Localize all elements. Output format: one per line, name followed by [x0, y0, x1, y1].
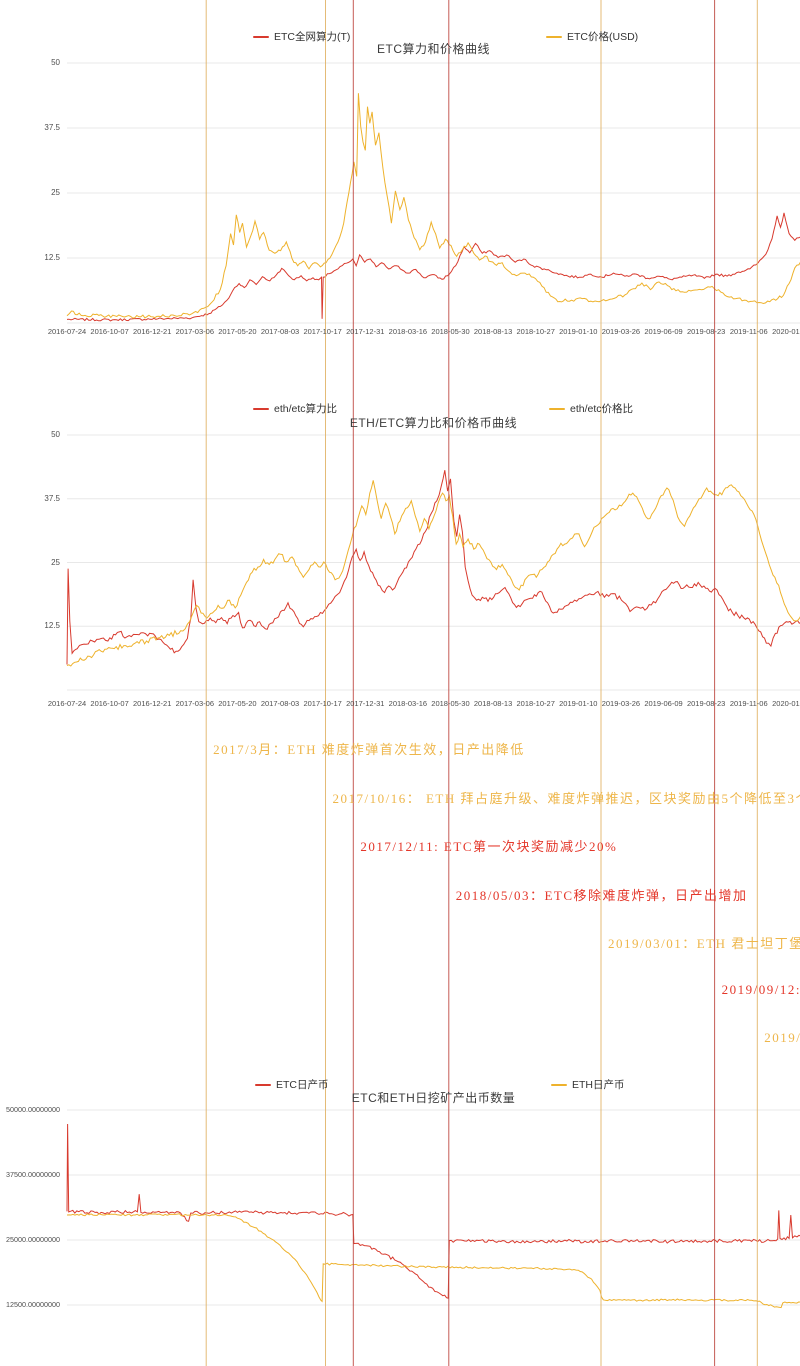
event-annotation: 2019/12 [764, 1030, 800, 1045]
x-axis-tick-label: 2019-06-09 [644, 327, 683, 336]
series-line-gold [66, 1213, 800, 1309]
legend-line-icon [253, 35, 269, 38]
x-axis-tick-label: 2019-11-06 [729, 327, 768, 336]
x-axis-tick-label: 2016-10-07 [90, 699, 129, 708]
x-axis-tick-label: 2020-01-20 [772, 327, 800, 336]
series-line-red [66, 1123, 800, 1299]
x-axis-tick-label: 2018-05-30 [431, 327, 470, 336]
legend-label: eth/etc价格比 [570, 403, 634, 415]
y-axis-tick-label: 25 [51, 188, 60, 197]
legend-label: ETC全网算力(T) [274, 31, 351, 43]
y-axis-tick-label: 25 [51, 557, 60, 567]
x-axis-tick-label: 2019-08-23 [686, 327, 726, 336]
x-axis-tick-label: 2017-10-17 [303, 327, 342, 336]
x-axis-tick-label: 2020-01-20 [772, 699, 800, 708]
x-axis-tick-label: 2017-03-06 [175, 699, 214, 708]
x-axis-tick-label: 2017-08-03 [260, 699, 300, 708]
event-annotation: 2019/03/01：ETH 君士坦丁堡升 [608, 936, 800, 951]
x-axis-tick-label: 2016-07-24 [47, 327, 87, 336]
chart1-legend-etc-price[interactable]: ETC价格(USD) [546, 29, 638, 44]
series-line-gold [66, 93, 800, 319]
x-axis-tick-label: 2018-10-27 [516, 327, 555, 336]
series-line-red [66, 212, 800, 322]
event-annotation: 2017/3月：ETH 难度炸弹首次生效，日产出降低 [213, 742, 525, 757]
y-axis-tick-label: 37.5 [44, 123, 60, 132]
x-axis-tick-label: 2016-12-21 [133, 327, 172, 336]
x-axis-tick-label: 2017-05-20 [218, 699, 257, 708]
x-axis-tick-label: 2017-12-31 [346, 327, 385, 336]
legend-line-icon [253, 407, 269, 410]
x-axis-tick-label: 2017-03-06 [175, 327, 214, 336]
y-axis-tick-label: 50000.00000000 [6, 1105, 60, 1114]
x-axis-tick-label: 2017-12-31 [346, 699, 385, 708]
chart3-title: ETC和ETH日挖矿产出币数量 [351, 1091, 516, 1105]
x-axis-tick-label: 2018-08-13 [473, 327, 513, 336]
x-axis-tick-label: 2018-05-30 [431, 699, 470, 708]
legend-label: eth/etc算力比 [274, 403, 338, 415]
x-axis-tick-label: 2016-10-07 [90, 327, 129, 336]
x-axis-tick-label: 2017-05-20 [218, 327, 257, 336]
x-axis-tick-label: 2018-10-27 [516, 699, 555, 708]
legend-label: ETC价格(USD) [567, 31, 639, 43]
x-axis-tick-label: 2019-08-23 [686, 699, 726, 708]
x-axis-tick-label: 2019-03-26 [601, 699, 641, 708]
x-axis-tick-label: 2018-08-13 [473, 699, 513, 708]
x-axis-tick-label: 2017-08-03 [260, 327, 300, 336]
y-axis-tick-label: 50 [51, 430, 60, 439]
series-line-gold [66, 480, 800, 667]
event-annotation: 2018/05/03：ETC移除难度炸弹，日产出增加 [455, 887, 748, 903]
legend-line-icon [549, 407, 565, 410]
x-axis-tick-label: 2016-12-21 [133, 699, 172, 708]
y-axis-tick-label: 37.5 [44, 493, 60, 503]
event-annotation: 2017/10/16： ETH 拜占庭升级、难度炸弹推迟，区块奖励由5个降低至3… [332, 790, 800, 806]
x-axis-tick-label: 2019-01-10 [559, 327, 598, 336]
chart2-title: ETH/ETC算力比和价格币曲线 [349, 416, 518, 430]
chart1-legend-etc-hashrate[interactable]: ETC全网算力(T) [253, 29, 350, 44]
legend-line-icon [551, 1083, 567, 1086]
legend-line-icon [546, 35, 562, 38]
chart1-title: ETC算力和价格曲线 [376, 42, 490, 56]
chart3-legend-etc-daily[interactable]: ETC日产币 [255, 1077, 329, 1092]
x-axis-tick-label: 2017-10-17 [303, 699, 342, 708]
x-axis-tick-label: 2018-03-16 [388, 699, 428, 708]
y-axis-tick-label: 37500.00000000 [6, 1170, 60, 1179]
event-annotation: 2019/09/12: [721, 981, 800, 997]
x-axis-tick-label: 2019-06-09 [644, 699, 683, 708]
legend-label: ETH日产币 [572, 1079, 625, 1091]
y-axis-tick-label: 12500.00000000 [6, 1300, 60, 1309]
y-axis-tick-label: 50 [51, 58, 60, 67]
legend-line-icon [255, 1083, 271, 1086]
x-axis-tick-label: 2019-03-26 [601, 327, 641, 336]
y-axis-tick-label: 12.5 [44, 253, 60, 262]
chart3-legend-eth-daily[interactable]: ETH日产币 [551, 1077, 625, 1092]
chart2-legend-price-ratio[interactable]: eth/etc价格比 [549, 401, 633, 416]
x-axis-tick-label: 2019-01-10 [559, 699, 598, 708]
legend-label: ETC日产币 [276, 1079, 329, 1091]
x-axis-tick-label: 2019-11-06 [729, 699, 768, 708]
series-line-red [66, 470, 800, 665]
event-annotation: 2017/12/11: ETC第一次块奖励减少20% [360, 839, 618, 854]
y-axis-tick-label: 25000.00000000 [6, 1235, 60, 1244]
x-axis-tick-label: 2018-03-16 [388, 327, 428, 336]
y-axis-tick-label: 12.5 [44, 621, 60, 631]
x-axis-tick-label: 2016-07-24 [47, 699, 87, 708]
chart2-legend-hashrate-ratio[interactable]: eth/etc算力比 [253, 401, 337, 416]
